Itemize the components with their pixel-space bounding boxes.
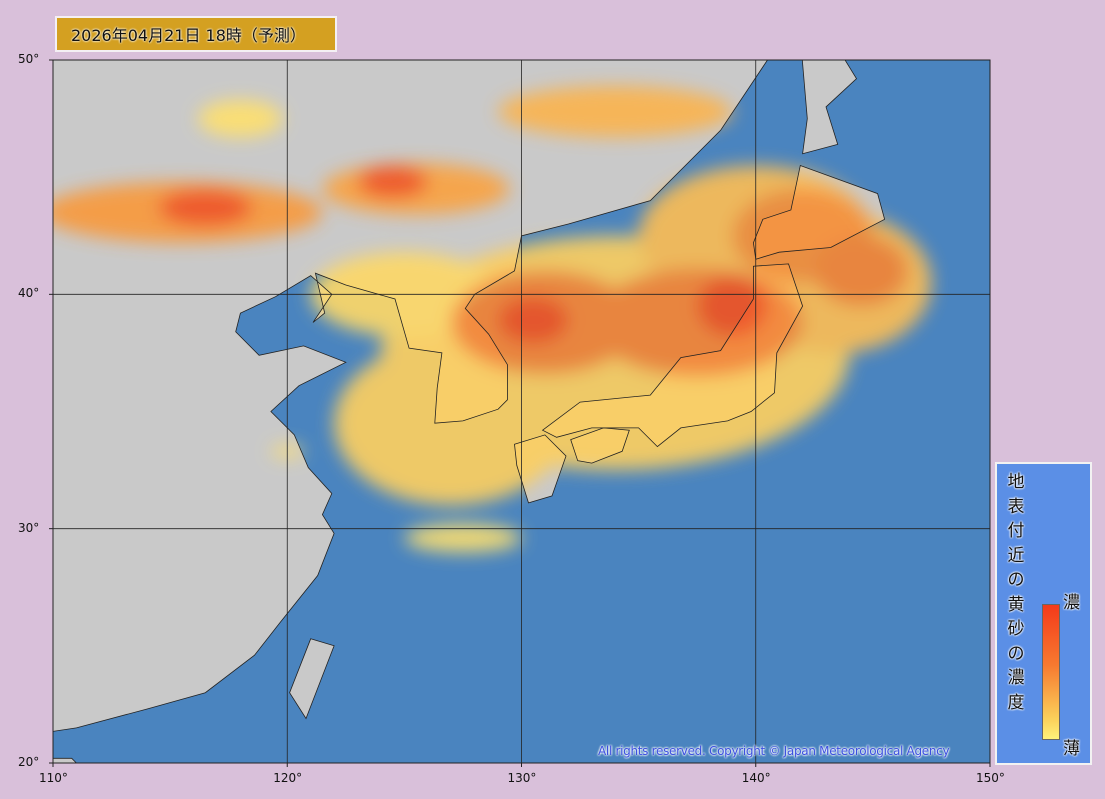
coastline-mainland <box>53 60 768 732</box>
coastline-shikoku <box>570 427 630 464</box>
dust-patch <box>404 523 522 553</box>
dust-patch <box>498 296 569 344</box>
coastline-layer <box>53 60 886 763</box>
dust-patch <box>697 275 768 337</box>
lat-label: 40° <box>18 286 40 301</box>
land-taiwan <box>289 638 335 719</box>
dust-patch <box>198 99 283 138</box>
coastline-kyushu <box>514 434 567 504</box>
land-sakhalin <box>802 60 857 154</box>
lat-label: 20° <box>18 755 40 769</box>
copyright-notice: All rights reserved. Copyright © Japan M… <box>598 744 950 758</box>
coastline-honshu <box>541 263 804 448</box>
lat-label: 50° <box>18 52 40 66</box>
coastline-hokkaido <box>752 164 886 260</box>
lon-label: 120° <box>273 771 303 785</box>
dust-patch <box>814 235 909 307</box>
coastline-taiwan <box>289 638 335 720</box>
lon-label: 130° <box>507 771 537 785</box>
land-hainan <box>53 758 77 763</box>
lon-label: 140° <box>741 771 771 785</box>
lon-label: 150° <box>976 771 1005 785</box>
legend-color-bar <box>1042 604 1060 740</box>
legend: 地表付近の黄砂の濃度 濃 薄 <box>995 462 1092 765</box>
title-text: 2026年04月21日 18時（予測） <box>71 26 306 45</box>
legend-title: 地表付近の黄砂の濃度 <box>1007 472 1025 713</box>
lon-label: 110° <box>39 771 68 785</box>
forecast-time-title: 2026年04月21日 18時（予測） <box>55 16 337 52</box>
dust-patch <box>591 268 803 377</box>
dust-patch <box>357 165 428 199</box>
legend-high-label: 濃 <box>1063 593 1080 613</box>
coastline-sakhalin <box>801 60 858 155</box>
lat-label: 30° <box>18 520 40 535</box>
legend-low-label: 薄 <box>1063 739 1080 759</box>
coastline-hainan <box>53 757 77 763</box>
dust-patch <box>334 341 569 506</box>
dust-patch <box>498 85 733 138</box>
dust-patch <box>158 188 253 227</box>
